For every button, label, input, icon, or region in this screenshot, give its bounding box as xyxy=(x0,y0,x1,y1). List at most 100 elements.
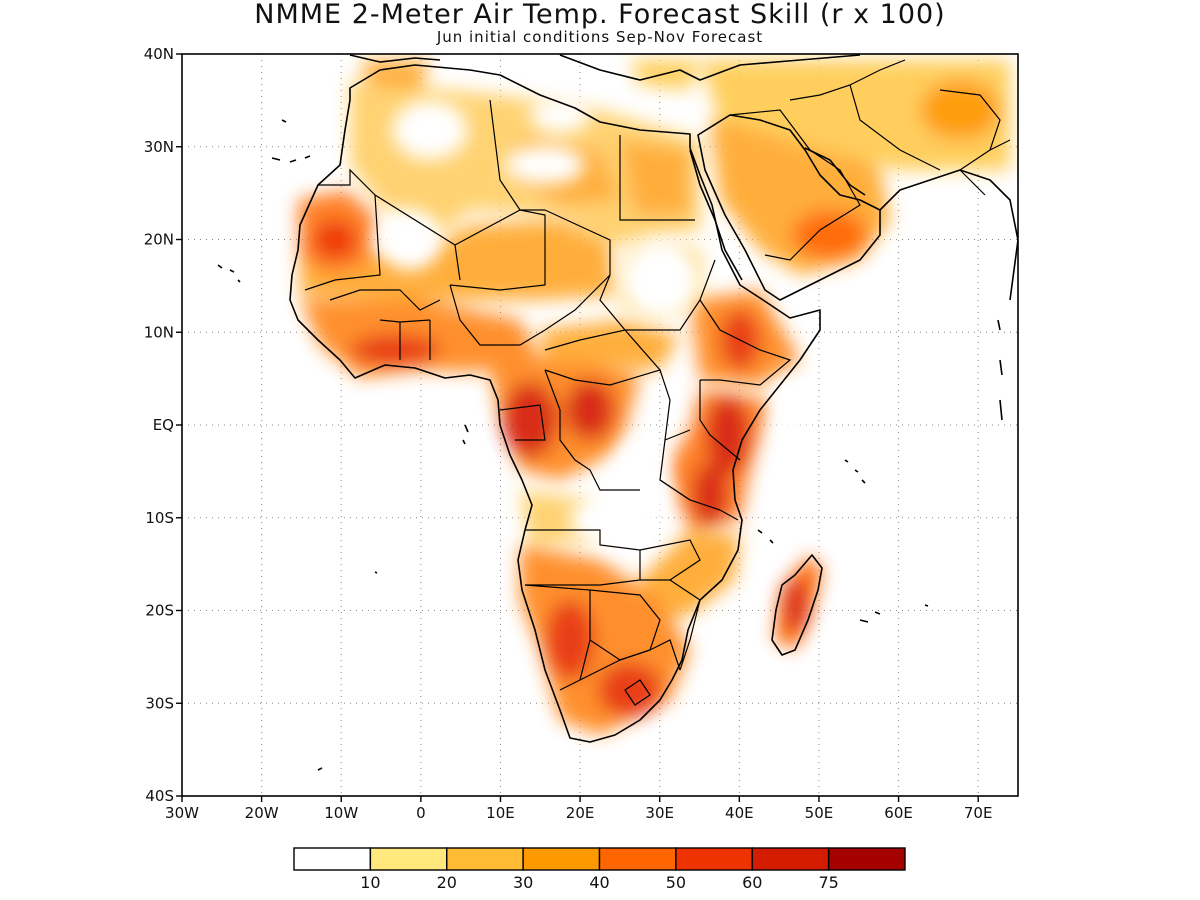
tick-label-lon-9: 60E xyxy=(884,804,913,822)
border-algeria-libya xyxy=(489,99,545,211)
skill-core-botswana xyxy=(545,600,595,680)
coastline-madagascar xyxy=(771,554,823,656)
skill-region-mediterranean xyxy=(360,60,430,90)
colorbar-label-6: 75 xyxy=(818,873,838,892)
border-cameroon-gabon xyxy=(499,404,546,441)
border-botswana xyxy=(589,589,661,661)
tick-label-lat-8: 40S xyxy=(145,787,174,805)
map-area xyxy=(182,54,1018,796)
tick-label-lat-3: 10N xyxy=(144,323,174,341)
tick-label-lon-3: 0 xyxy=(416,804,426,822)
colorbar: 10 20 30 40 50 60 75 xyxy=(293,847,906,892)
colorbar-label-3: 40 xyxy=(589,873,609,892)
tick-label-lat-7: 30S xyxy=(145,694,174,712)
coastline-asia xyxy=(879,169,1018,301)
colorbar-swatch-1 xyxy=(369,847,448,871)
colorbar-label-4: 50 xyxy=(666,873,686,892)
border-afghanistan xyxy=(939,89,1001,171)
tick-label-lon-7: 40E xyxy=(725,804,754,822)
colorbar-label-5: 60 xyxy=(742,873,762,892)
island-canary xyxy=(271,155,311,163)
border-mozambique xyxy=(669,579,701,671)
no-skill-sudan xyxy=(620,240,700,320)
border-sudan xyxy=(599,259,716,331)
border-zambia xyxy=(639,539,701,581)
no-skill-somalia xyxy=(775,380,805,440)
border-west-africa xyxy=(329,289,441,360)
tick-label-lon-6: 30E xyxy=(645,804,674,822)
no-skill-algeria xyxy=(392,100,468,160)
no-skill-zambia xyxy=(570,495,650,545)
tick-label-lat-6: 20S xyxy=(145,602,174,620)
skill-core-madagascar xyxy=(784,577,808,633)
tick-label-lat-0: 40N xyxy=(144,45,174,63)
border-kenya xyxy=(699,380,741,461)
no-skill-mali xyxy=(380,210,440,270)
colorbar-swatch-3 xyxy=(522,847,601,871)
island-mascarene xyxy=(859,604,929,623)
tick-label-lon-0: 30W xyxy=(165,804,199,822)
no-skill-chad-north xyxy=(530,97,590,133)
skill-shading xyxy=(298,60,1010,735)
colorbar-swatch-5 xyxy=(675,847,753,871)
island-st-helena xyxy=(374,571,378,574)
tick-label-lat-2: 20N xyxy=(144,231,174,249)
tick-label-lat-5: 10S xyxy=(145,509,174,527)
colorbar-swatch-4 xyxy=(598,847,677,871)
skill-region-middle-east xyxy=(700,60,1010,170)
chart-subtitle: Jun initial conditions Sep-Nov Forecast xyxy=(436,28,764,46)
coastline-red-sea xyxy=(689,149,743,281)
skill-core-iran xyxy=(920,80,1000,140)
skill-core-tanzania xyxy=(692,463,728,527)
no-skill-libya xyxy=(505,145,585,185)
tick-label-lon-5: 20E xyxy=(566,804,595,822)
border-niger xyxy=(449,209,546,291)
colorbar-swatch-6 xyxy=(751,847,830,871)
tick-label-lon-1: 20W xyxy=(245,804,279,822)
island-cape-verde xyxy=(217,264,241,283)
colorbar-label-1: 20 xyxy=(437,873,457,892)
coastlines xyxy=(217,54,1018,771)
skill-region-mozambique xyxy=(640,530,740,620)
tick-label-lat-4: EQ xyxy=(153,416,174,434)
skill-core-mauritania xyxy=(313,220,357,260)
border-south-africa xyxy=(579,639,681,681)
island-tristan xyxy=(317,767,323,771)
tick-label-lon-2: 10W xyxy=(324,804,358,822)
skill-core-congo-west xyxy=(502,382,558,458)
coastline-persian-gulf xyxy=(804,147,866,196)
colorbar-label-0: 10 xyxy=(360,873,380,892)
skill-region-med-central xyxy=(630,60,700,90)
skill-region-egypt xyxy=(620,140,690,215)
island-madeira xyxy=(281,119,287,123)
island-maldives xyxy=(997,319,1003,421)
skill-core-kenya xyxy=(706,395,750,475)
tick-label-lat-1: 30N xyxy=(144,138,174,156)
colorbar-swatch-7 xyxy=(827,847,906,871)
coastline-africa xyxy=(289,64,821,743)
border-lesotho xyxy=(624,679,651,706)
border-iraq-iran xyxy=(789,59,941,171)
chart-title: NMME 2-Meter Air Temp. Forecast Skill (r… xyxy=(254,0,946,30)
border-libya-egypt xyxy=(619,135,695,221)
island-comoros xyxy=(757,529,774,544)
border-congo xyxy=(544,369,640,491)
skill-core-south-africa xyxy=(598,662,662,718)
colorbar-label-2: 30 xyxy=(513,873,533,892)
border-ethiopia xyxy=(699,299,792,386)
skill-core-congo-central xyxy=(565,380,615,440)
border-tanzania xyxy=(659,429,739,521)
border-nigeria xyxy=(449,284,546,346)
tick-label-lon-4: 10E xyxy=(486,804,515,822)
island-bioko xyxy=(462,424,469,445)
skill-region-car xyxy=(540,320,680,370)
skill-core-guinea-coast xyxy=(350,334,440,366)
country-borders xyxy=(304,59,1011,706)
coastline-europe xyxy=(349,54,861,81)
island-seychelles xyxy=(844,459,866,484)
tick-label-lon-10: 70E xyxy=(964,804,993,822)
colorbar-swatch-0 xyxy=(293,847,372,871)
no-skill-areas xyxy=(380,97,805,545)
